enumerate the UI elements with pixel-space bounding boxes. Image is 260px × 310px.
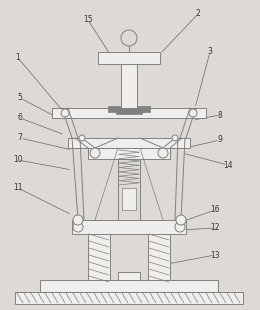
Bar <box>15 292 243 304</box>
Text: 10: 10 <box>13 156 23 165</box>
Bar <box>148 232 170 280</box>
Text: 7: 7 <box>18 134 22 143</box>
Bar <box>72 220 186 234</box>
Text: 16: 16 <box>210 206 220 215</box>
Circle shape <box>189 109 197 117</box>
Circle shape <box>175 222 185 232</box>
Text: 12: 12 <box>210 224 220 232</box>
Text: 14: 14 <box>223 161 233 170</box>
Text: 15: 15 <box>83 16 93 24</box>
Circle shape <box>158 148 168 158</box>
Circle shape <box>73 215 83 225</box>
Bar <box>121 62 137 108</box>
Bar <box>138 106 150 112</box>
Bar <box>88 148 170 159</box>
Circle shape <box>172 135 178 141</box>
Circle shape <box>90 148 100 158</box>
Polygon shape <box>52 108 206 118</box>
Circle shape <box>61 109 69 117</box>
Text: 5: 5 <box>18 94 22 103</box>
Bar <box>88 232 110 280</box>
Circle shape <box>176 215 186 225</box>
Text: 1: 1 <box>16 54 20 63</box>
Bar <box>122 188 136 210</box>
Text: 9: 9 <box>218 135 223 144</box>
Text: 6: 6 <box>18 113 22 122</box>
Bar <box>116 108 142 114</box>
Bar <box>118 272 140 280</box>
Bar <box>98 52 160 64</box>
Bar <box>40 280 218 292</box>
Text: 8: 8 <box>218 110 222 119</box>
Bar <box>108 106 120 112</box>
Text: 3: 3 <box>207 47 212 56</box>
Circle shape <box>73 222 83 232</box>
Polygon shape <box>68 138 190 148</box>
Text: 11: 11 <box>13 184 23 193</box>
Text: 13: 13 <box>210 250 220 259</box>
Circle shape <box>79 135 85 141</box>
Text: 2: 2 <box>196 10 200 19</box>
